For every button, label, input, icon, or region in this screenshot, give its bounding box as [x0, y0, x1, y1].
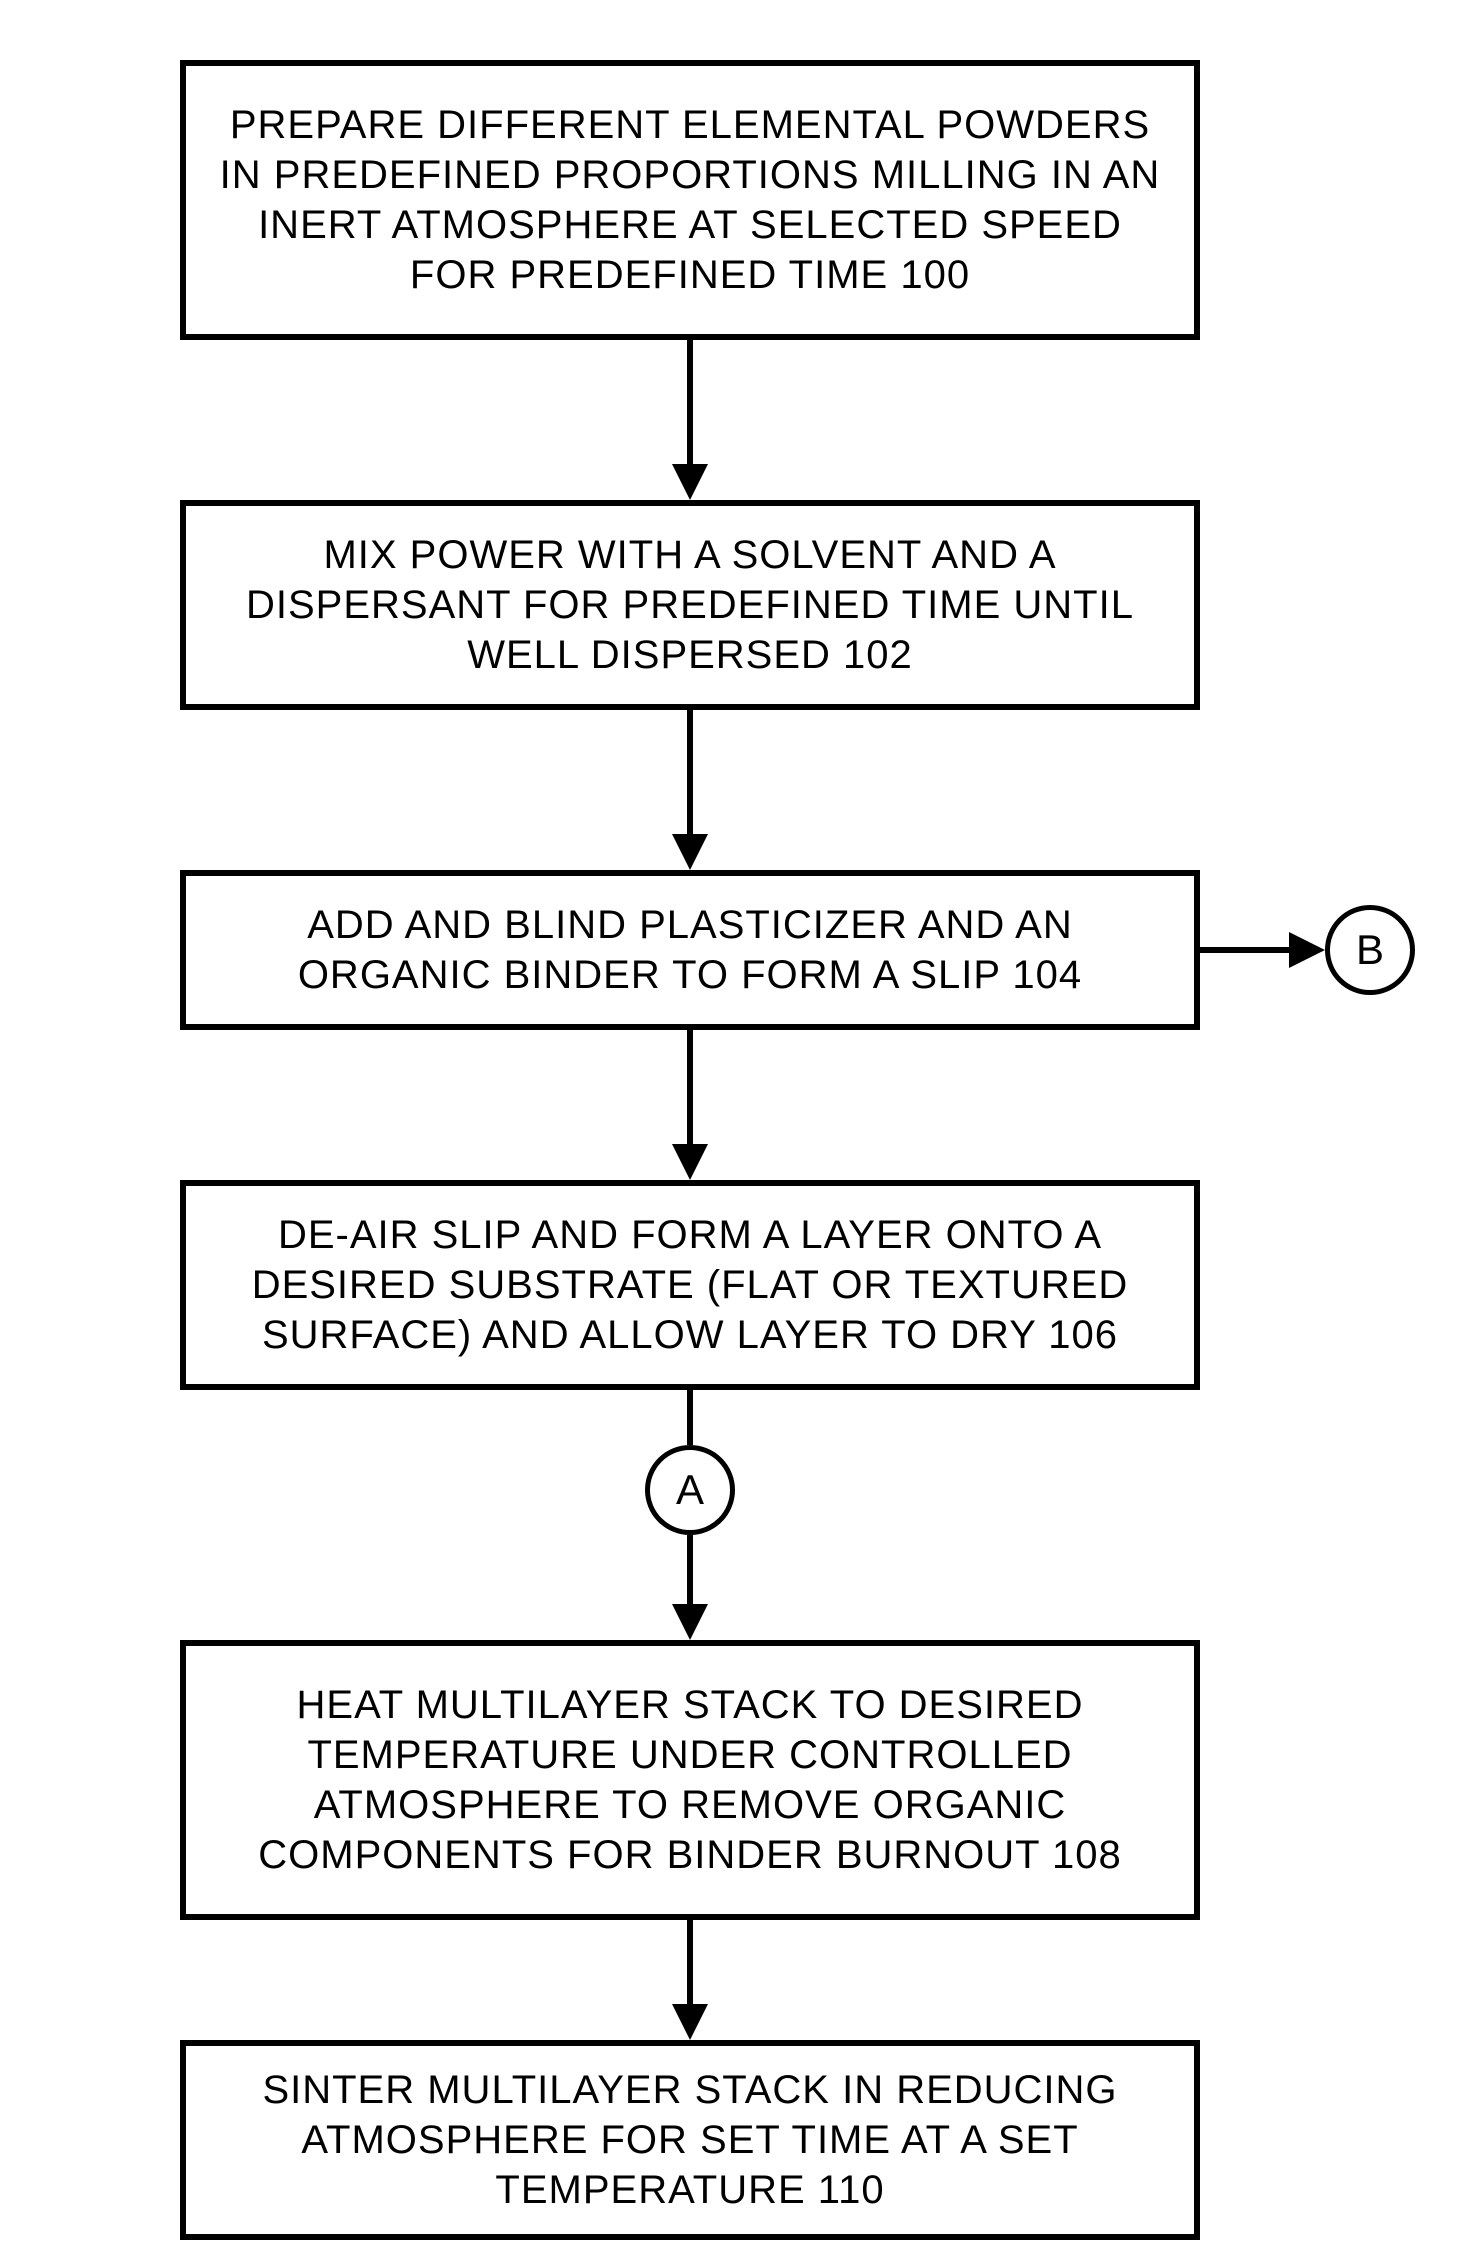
step-108-text: HEAT MULTILAYER STACK TO DESIRED TEMPERA… — [216, 1680, 1164, 1880]
step-108: HEAT MULTILAYER STACK TO DESIRED TEMPERA… — [180, 1640, 1200, 1920]
step-106-text: DE-AIR SLIP AND FORM A LAYER ONTO A DESI… — [216, 1210, 1164, 1360]
flowchart-canvas: PREPARE DIFFERENT ELEMENTAL POWDERS IN P… — [0, 0, 1484, 2258]
step-102: MIX POWER WITH A SOLVENT AND A DISPERSAN… — [180, 500, 1200, 710]
step-104-text: ADD AND BLIND PLASTICIZER AND AN ORGANIC… — [216, 900, 1164, 1000]
step-100-text: PREPARE DIFFERENT ELEMENTAL POWDERS IN P… — [216, 100, 1164, 300]
step-106: DE-AIR SLIP AND FORM A LAYER ONTO A DESI… — [180, 1180, 1200, 1390]
connector-a-text: A — [676, 1466, 704, 1514]
step-102-text: MIX POWER WITH A SOLVENT AND A DISPERSAN… — [216, 530, 1164, 680]
step-104: ADD AND BLIND PLASTICIZER AND AN ORGANIC… — [180, 870, 1200, 1030]
connector-a: A — [645, 1445, 735, 1535]
step-110: SINTER MULTILAYER STACK IN REDUCING ATMO… — [180, 2040, 1200, 2240]
connector-b: B — [1325, 905, 1415, 995]
step-100: PREPARE DIFFERENT ELEMENTAL POWDERS IN P… — [180, 60, 1200, 340]
connector-b-text: B — [1356, 926, 1384, 974]
step-110-text: SINTER MULTILAYER STACK IN REDUCING ATMO… — [216, 2065, 1164, 2215]
